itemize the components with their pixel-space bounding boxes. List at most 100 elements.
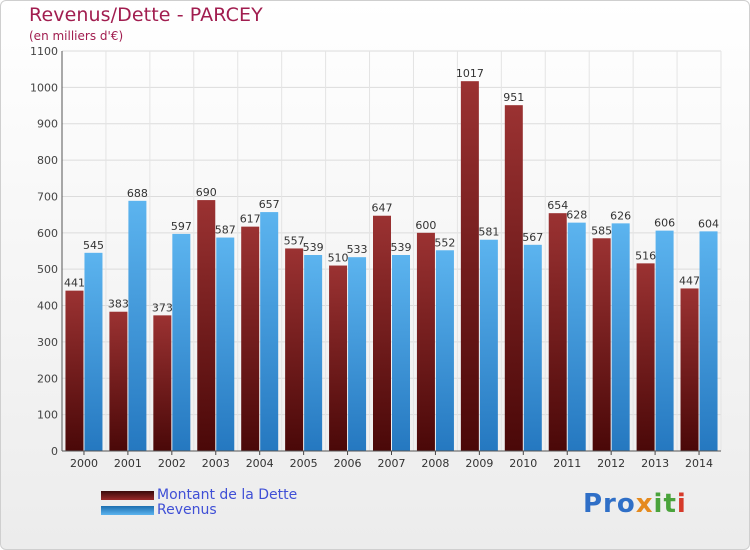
bar-revenus (699, 231, 718, 451)
data-label-dette: 647 (372, 202, 393, 215)
bar-revenus (128, 200, 147, 451)
axes (61, 51, 721, 452)
x-tick-label: 2001 (114, 457, 142, 470)
data-label-dette: 690 (196, 186, 217, 199)
bar-dette (416, 232, 435, 451)
x-tick-label: 2012 (597, 457, 625, 470)
bar-revenus (172, 233, 191, 451)
x-tick-labels: 2000 2001 2002 2003 2004 2005 2006 2007 2008 2009… (70, 451, 713, 470)
x-tick-label: 2013 (641, 457, 669, 470)
y-tick-label: 900 (37, 118, 58, 131)
x-tick-label: 2010 (509, 457, 537, 470)
bar-revenus (611, 223, 630, 451)
proxiti-logo: Proxiti (583, 489, 687, 519)
bar-dette (241, 226, 260, 451)
y-tick-label: 400 (37, 300, 58, 313)
x-tick-label: 2002 (158, 457, 186, 470)
y-tick-label: 800 (37, 154, 58, 167)
data-label-revenus: 688 (127, 187, 148, 200)
x-tick-label: 2007 (378, 457, 406, 470)
data-label-revenus: 533 (347, 243, 368, 256)
data-label-revenus: 604 (698, 217, 719, 230)
bar-dette (65, 290, 84, 451)
data-label-dette: 373 (152, 301, 173, 314)
bar-dette (329, 265, 348, 451)
data-label-dette: 516 (635, 249, 656, 262)
data-label-revenus: 539 (303, 241, 324, 254)
data-label-revenus: 567 (522, 231, 543, 244)
bar-dette (460, 81, 479, 451)
bar-dette (504, 105, 523, 451)
y-tick-label: 500 (37, 263, 58, 276)
data-label-revenus: 552 (434, 236, 455, 249)
legend-swatch-revenus (101, 505, 154, 515)
data-label-dette: 441 (64, 277, 85, 290)
bar-dette (592, 238, 611, 451)
bar-revenus (435, 250, 454, 451)
bar-dette (636, 263, 655, 451)
legend-label-dette: Montant de la Dette (157, 487, 298, 503)
x-tick-label: 2011 (553, 457, 581, 470)
data-labels: 4415453836883735976905876176575575395105… (64, 67, 719, 314)
chart-title: Revenus/Dette - PARCEY (29, 4, 263, 26)
data-label-revenus: 606 (654, 217, 675, 230)
legend-swatch-dette (101, 490, 154, 500)
x-tick-label: 2008 (421, 457, 449, 470)
y-tick-label: 0 (51, 445, 58, 458)
bar-dette (197, 200, 216, 451)
y-tick-label: 700 (37, 190, 58, 203)
data-label-revenus: 587 (215, 224, 236, 237)
data-label-dette: 510 (328, 252, 349, 265)
bar-dette (109, 311, 128, 451)
x-tick-label: 2000 (70, 457, 98, 470)
bar-revenus (216, 237, 235, 451)
bar-revenus (84, 252, 103, 451)
bars (65, 81, 718, 451)
bar-dette (153, 315, 172, 451)
data-label-dette: 447 (679, 274, 700, 287)
data-label-revenus: 539 (391, 241, 412, 254)
x-tick-label: 2005 (290, 457, 318, 470)
legend-item-dette: Montant de la Dette (101, 488, 297, 502)
bar-dette (680, 288, 699, 451)
y-tick-label: 100 (37, 409, 58, 422)
legend-item-revenus: Revenus (101, 503, 217, 517)
bar-revenus (304, 255, 323, 451)
y-tick-label: 600 (37, 227, 58, 240)
data-label-dette: 951 (503, 91, 524, 104)
data-label-revenus: 581 (478, 226, 499, 239)
bar-dette (285, 248, 304, 451)
data-label-revenus: 626 (610, 209, 631, 222)
x-tick-label: 2014 (685, 457, 713, 470)
bar-revenus (567, 222, 586, 451)
data-label-dette: 585 (591, 224, 612, 237)
bar-revenus (523, 244, 542, 451)
data-label-dette: 1017 (456, 67, 484, 80)
chart-subtitle: (en milliers d'€) (29, 29, 124, 43)
y-tick-label: 200 (37, 372, 58, 385)
y-tick-label: 300 (37, 336, 58, 349)
y-tick-labels: 0 100 200 300 400 500 600 700 800 900 1000 1100 (30, 45, 58, 458)
data-label-revenus: 597 (171, 220, 192, 233)
x-tick-label: 2003 (202, 457, 230, 470)
y-tick-label: 1100 (30, 45, 58, 58)
data-label-dette: 617 (240, 213, 261, 226)
data-label-dette: 557 (284, 234, 305, 247)
data-label-dette: 600 (415, 219, 436, 232)
bar-revenus (655, 230, 674, 451)
data-label-dette: 383 (108, 298, 129, 311)
x-tick-label: 2009 (465, 457, 493, 470)
bar-dette (373, 215, 391, 451)
x-tick-label: 2006 (334, 457, 362, 470)
bar-revenus (392, 255, 410, 451)
data-label-revenus: 628 (566, 209, 587, 222)
legend-label-revenus: Revenus (157, 502, 217, 518)
data-label-revenus: 545 (83, 239, 104, 252)
x-tick-label: 2004 (246, 457, 274, 470)
grid-lines (61, 50, 722, 452)
data-label-dette: 654 (547, 199, 568, 212)
y-tick-label: 1000 (30, 81, 58, 94)
data-label-revenus: 657 (259, 198, 280, 211)
